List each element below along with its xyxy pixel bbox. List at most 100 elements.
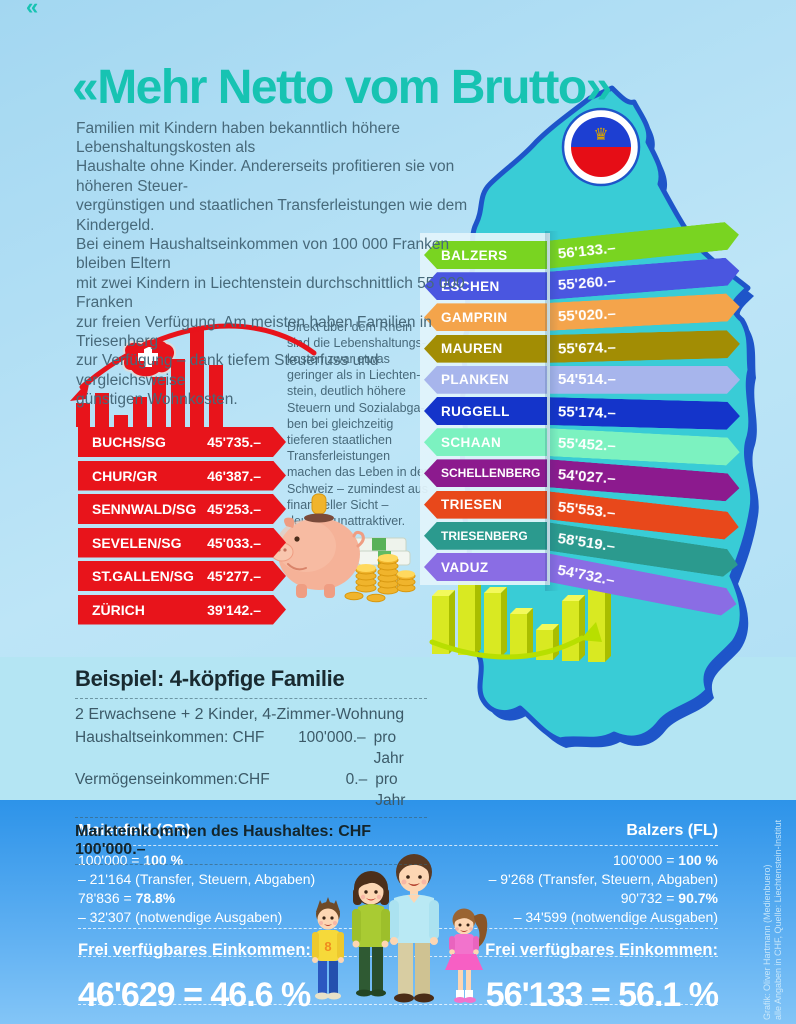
calculation-lines: 100'000 = 100 % – 21'164 (Transfer, Steue… [78,851,360,927]
free-income-label: Frei verfügbares Einkommen: [485,941,718,959]
red-bar [114,415,128,427]
swiss-city-name: ST.GALLEN/SG [92,568,194,584]
free-income-value: 56'133 = 56.1 % [485,976,719,1014]
banner-value-text: 55'174.– [557,402,616,422]
example-household: 2 Erwachsene + 2 Kinder, 4-Zimmer-Wohnun… [75,706,405,723]
free-income-label: Frei verfügbares Einkommen: [78,941,311,959]
banner-value-text: 54'514.– [558,371,616,389]
girl-figure [445,908,488,1003]
free-income-value: 46'629 = 46.6 % [78,976,311,1014]
swiss-bar-skyline [76,327,271,427]
calculation-lines: 100'000 = 100 % – 9'268 (Transfer, Steuer… [436,851,718,927]
credit-line-grafik: Grafik: Oliver Hartmann (Medienbuero) [762,864,772,1020]
dashed-divider [78,1004,718,1005]
calculation-line: 100'000 = 100 % [612,852,718,868]
piggy-bank-illustration [270,493,416,603]
corner-mark: « [26,0,39,19]
city-name: Balzers (FL) [626,822,718,839]
swiss-city-value: 45'033.– [207,534,261,551]
intro-paragraph: Familien mit Kindern haben bekanntlich h… [76,119,468,409]
banner-value-ruggell: 55'174.– [545,397,741,430]
banner-value-text: 55'452.– [557,434,617,455]
calculation-line: – 21'164 (Transfer, Steuern, Abgaben) [78,871,316,887]
swiss-city-value: 45'277.– [207,568,261,584]
page-title: «Mehr Netto vom Brutto» [72,61,612,115]
calculation-line: 90'732 = 90.7% [620,890,718,906]
coin-stacks-icon [344,554,416,603]
example-cell: pro Jahr [373,729,404,767]
example-cell: Haushaltseinkommen: [75,729,229,746]
curved-red-arrow [70,323,317,401]
father-figure [389,854,439,1003]
comparison-maienfeld: Maienfeld (GR) 100'000 = 100 % – 21'164 (… [78,822,360,1015]
swiss-city-value: 45'253.– [207,501,261,517]
boy-figure: 8 [312,897,344,1000]
example-title: Beispiel: 4-köpfige Familie [75,666,427,699]
swiss-row-churgr: CHUR/GR 46'387.– [78,461,286,491]
example-cell: CHF [232,729,265,746]
example-cell: 100'000.– [298,729,366,746]
swiss-row-stgallensg: ST.GALLEN/SG 45'277.– [78,561,286,591]
red-bar [190,330,204,427]
banner-value-text: 58'519.– [556,529,617,555]
banner-value-text: 55'553.– [556,497,617,522]
swiss-row-zrich: ZÜRICH 39'142.– [78,595,286,625]
banner-value-triesen: 55'553.– [543,491,740,541]
red-bar [171,359,185,427]
svg-text:8: 8 [324,939,331,954]
banner-value-eschen: 55'260.– [544,257,741,300]
family-illustration: 8 [312,854,488,1003]
liechtenstein-flag: ♛ [561,107,641,187]
example-cell: pro Jahr [375,771,406,809]
comparison-balzers: Balzers (FL) 100'000 = 100 % – 9'268 (Tra… [436,822,719,1015]
city-name: Maienfeld (GR) [78,822,191,839]
swiss-row-sennwaldsg: SENNWALD/SG 45'253.– [78,494,286,524]
red-bar [209,365,223,427]
banner-value-mauren: 55'674.– [545,329,741,362]
example-total: Markteinkommen des Haushaltes: CHF 100'0… [75,817,427,865]
banner-value-schellenberg: 54'027.– [544,459,741,502]
banner-value-text: 56'133.– [557,239,617,263]
example-cell: CHF [237,771,270,788]
banner-value-gamprin: 55'020.– [544,293,740,331]
curved-yellow-arrow [429,622,602,660]
banner-value-text: 55'260.– [557,272,617,294]
banner-value-triesenberg: 58'519.– [543,522,740,579]
swiss-city-name: CHUR/GR [92,467,158,484]
example-cell: Vermögenseinkommen: [75,771,238,788]
calculation-line: – 32'307 (notwendige Ausgaben) [78,909,283,925]
banner-value-text: 54'027.– [557,465,617,488]
swiss-city-value: 39'142.– [207,601,261,618]
pig-icon [270,493,365,598]
yellow-bar [432,596,449,654]
banner-value-schaan: 55'452.– [544,428,740,466]
red-arrowhead [70,379,90,401]
swiss-city-name: SEVELEN/SG [92,534,182,551]
yellow-arrowhead [580,622,602,642]
example-income-row: Haushaltseinkommen: CHF 100'000.– pro Jahr [75,727,427,769]
source-credit: Grafik: Oliver Hartmann (Medienbuero) al… [762,806,788,1020]
banner-value-text: 55'674.– [557,338,616,357]
example-income-rows: Haushaltseinkommen: CHF 100'000.– pro Jahr V… [75,727,427,811]
dashed-divider [78,845,718,846]
red-bar [152,377,166,427]
example-cell: 0.– [345,771,368,788]
mother-figure [352,871,390,997]
swiss-row-sevelensg: SEVELEN/SG 45'033.– [78,528,286,558]
swiss-city-value: 46'387.– [207,467,261,484]
banner-value-balzers: 56'133.– [544,221,741,269]
example-family-box: Beispiel: 4-köpfige Familie 2 Erwachsene… [75,666,427,865]
red-bar [95,393,109,427]
swiss-city-name: SENNWALD/SG [92,501,197,517]
calculation-line: 78'836 = 78.8% [78,890,176,906]
red-bar [76,403,90,427]
banner-value-planken: 54'514.– [545,366,740,394]
example-income-row: Vermögenseinkommen: CHF 0.– pro Jahr [75,769,427,811]
credit-line-quelle: alle Angaben in CHF, Quelle: Liechtenste… [773,819,783,1020]
swiss-city-value: 45'735.– [207,434,261,450]
calculation-line: – 9'268 (Transfer, Steuern, Abgaben) [488,871,718,887]
swiss-city-name: ZÜRICH [92,601,145,618]
red-bar [133,397,147,427]
banner-value-text: 55'020.– [557,305,617,326]
